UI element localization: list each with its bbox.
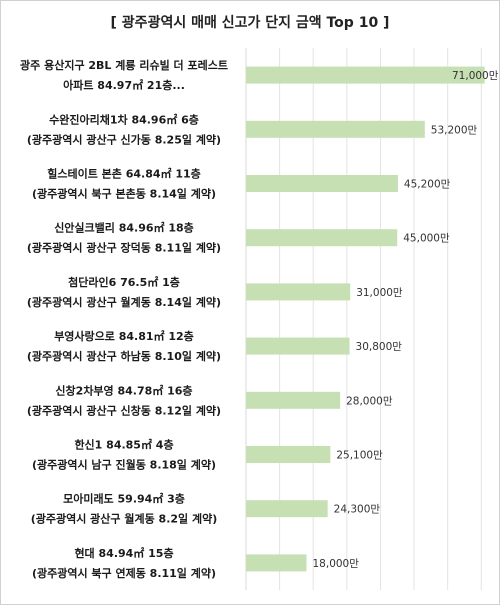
data-label: 25,100만 [336, 450, 383, 462]
data-label: 31,000만 [356, 287, 403, 299]
data-label: 45,200만 [404, 179, 451, 191]
bar [246, 283, 351, 301]
category-label: (광주광역시 광산구 신창동 8.12일 계약) [27, 403, 221, 417]
data-label: 53,200만 [431, 124, 478, 136]
category-label: 한신1 84.85㎡ 4층 [74, 438, 173, 452]
data-label: 30,800만 [356, 341, 403, 353]
bar [246, 120, 425, 138]
data-label: 24,300만 [334, 504, 381, 516]
data-label: 28,000만 [346, 395, 393, 407]
category-label: 아파트 84.97㎡ 21층... [63, 78, 185, 92]
bar [246, 554, 307, 572]
category-label: 부영사랑으로 84.81㎡ 12층 [54, 329, 194, 343]
category-label: 신안실크밸리 84.96㎡ 18층 [54, 221, 194, 235]
category-label: (광주광역시 남구 진월동 8.18일 계약) [32, 458, 216, 472]
bar [246, 500, 328, 518]
bar [246, 229, 398, 247]
data-label: 45,000만 [403, 233, 450, 245]
bar [246, 175, 398, 192]
data-label: 18,000만 [313, 558, 360, 570]
category-label: 수완진아리채1차 84.96㎡ 6층 [49, 112, 199, 126]
data-label: 71,000만 [452, 70, 499, 82]
category-label: 광주 용산지구 2BL 계룡 리슈빌 더 포레스트 [20, 58, 228, 72]
category-label: (광주광역시 북구 본촌동 8.14일 계약) [32, 187, 216, 201]
category-label: (광주광역시 광산구 하남동 8.10일 계약) [27, 349, 221, 363]
bar [246, 446, 331, 463]
category-label: (광주광역시 북구 연제동 8.11일 계약) [32, 566, 216, 580]
category-label: 힐스테이트 본촌 64.84㎡ 11층 [47, 167, 201, 181]
bar [246, 337, 350, 355]
category-label: 모아미래도 59.94㎡ 3층 [63, 492, 185, 506]
category-label: (광주광역시 광산구 장덕동 8.11일 계약) [27, 241, 221, 255]
chart-title: [ 광주광역시 매매 신고가 단지 금액 Top 10 ] [110, 15, 390, 31]
category-label: (광주광역시 광산구 월계동 8.2일 계약) [31, 512, 218, 526]
bar [246, 66, 485, 84]
bar [246, 391, 341, 409]
category-label: 현대 84.94㎡ 15층 [74, 546, 173, 560]
category-label: (광주광역시 광산구 신가동 8.25일 계약) [27, 132, 221, 146]
category-label: (광주광역시 광산구 월계동 8.14일 계약) [27, 295, 221, 309]
category-label: 신창2차부영 84.78㎡ 16층 [55, 383, 192, 397]
category-label: 첨단라인6 76.5㎡ 1층 [68, 275, 180, 289]
